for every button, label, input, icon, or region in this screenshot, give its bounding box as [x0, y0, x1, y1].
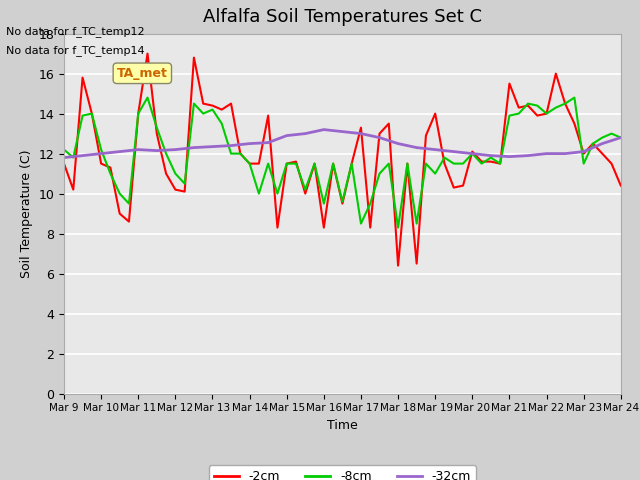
- Line: -8cm: -8cm: [64, 97, 621, 228]
- -32cm: [97, 151, 105, 156]
- -2cm: [264, 113, 272, 119]
- Text: No data for f_TC_temp12: No data for f_TC_temp12: [6, 25, 145, 36]
- -2cm: [60, 161, 68, 167]
- -8cm: [143, 95, 151, 100]
- -8cm: [561, 101, 569, 107]
- -2cm: [617, 183, 625, 189]
- -32cm: [524, 153, 532, 158]
- Line: -32cm: -32cm: [64, 130, 621, 157]
- -32cm: [339, 129, 346, 134]
- -32cm: [357, 131, 365, 136]
- -32cm: [617, 135, 625, 141]
- -8cm: [366, 201, 374, 206]
- Text: TA_met: TA_met: [117, 67, 168, 80]
- -8cm: [200, 111, 207, 117]
- -32cm: [60, 155, 68, 160]
- -32cm: [209, 144, 216, 149]
- -32cm: [172, 147, 179, 153]
- -32cm: [506, 154, 513, 159]
- -8cm: [394, 225, 402, 230]
- -32cm: [580, 149, 588, 155]
- -8cm: [413, 221, 420, 227]
- -32cm: [543, 151, 550, 156]
- -8cm: [180, 180, 188, 186]
- -32cm: [190, 144, 198, 150]
- -32cm: [561, 151, 569, 156]
- Line: -2cm: -2cm: [64, 54, 621, 265]
- -2cm: [143, 51, 151, 57]
- -2cm: [413, 261, 420, 266]
- X-axis label: Time: Time: [327, 419, 358, 432]
- Text: No data for f_TC_temp14: No data for f_TC_temp14: [6, 45, 145, 56]
- -32cm: [301, 131, 309, 136]
- -32cm: [79, 153, 86, 158]
- -2cm: [180, 189, 188, 194]
- -32cm: [264, 140, 272, 145]
- -32cm: [246, 141, 253, 146]
- -32cm: [431, 147, 439, 153]
- -32cm: [450, 149, 458, 155]
- -2cm: [561, 101, 569, 107]
- -32cm: [376, 135, 383, 141]
- Y-axis label: Soil Temperature (C): Soil Temperature (C): [20, 149, 33, 278]
- -32cm: [227, 143, 235, 148]
- -8cm: [60, 147, 68, 153]
- -32cm: [394, 141, 402, 146]
- Legend: -2cm, -8cm, -32cm: -2cm, -8cm, -32cm: [209, 465, 476, 480]
- -32cm: [283, 132, 291, 138]
- -8cm: [264, 161, 272, 167]
- -32cm: [468, 151, 476, 156]
- -32cm: [598, 141, 606, 146]
- -2cm: [200, 101, 207, 107]
- -32cm: [153, 148, 161, 154]
- -32cm: [116, 149, 124, 155]
- -32cm: [487, 153, 495, 158]
- -32cm: [413, 144, 420, 150]
- -2cm: [394, 263, 402, 268]
- -32cm: [320, 127, 328, 132]
- -32cm: [134, 147, 142, 153]
- -8cm: [617, 135, 625, 141]
- Title: Alfalfa Soil Temperatures Set C: Alfalfa Soil Temperatures Set C: [203, 9, 482, 26]
- -2cm: [366, 225, 374, 230]
